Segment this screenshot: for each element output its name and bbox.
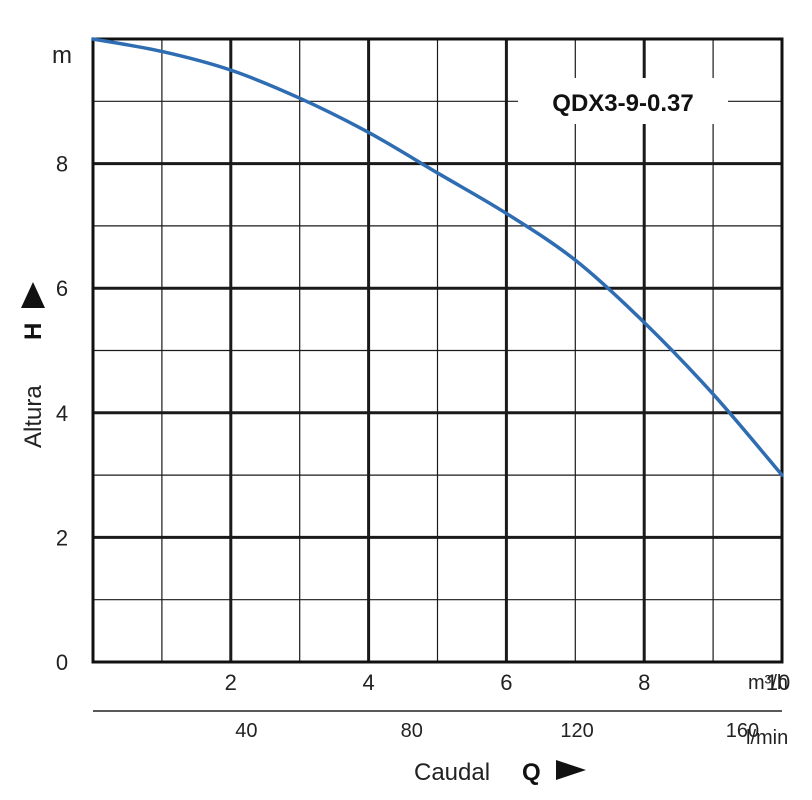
x-axis-label: Caudal Q bbox=[414, 759, 586, 786]
x-axis-unit: m³/h bbox=[748, 672, 788, 694]
y-axis-label-word: Altura bbox=[20, 385, 47, 448]
plot-area-frame bbox=[91, 37, 784, 664]
x-tick-label: 6 bbox=[500, 670, 512, 695]
secondary-x-tick-label: 160 bbox=[726, 720, 759, 742]
secondary-x-tick-label: 80 bbox=[401, 720, 423, 742]
y-tick-label: 8 bbox=[56, 152, 68, 177]
x-axis-arrow-icon bbox=[556, 760, 586, 780]
x-tick-label: 8 bbox=[638, 670, 650, 695]
x-axis-tick-labels: 2 4 6 8 10 bbox=[225, 670, 791, 695]
secondary-x-axis-tick-labels: 40 80 120 160 bbox=[235, 720, 759, 742]
secondary-x-axis-unit: l/min bbox=[746, 727, 788, 749]
y-axis-tick-labels: 0 2 4 6 8 bbox=[56, 152, 68, 675]
x-tick-label: 2 bbox=[225, 670, 237, 695]
y-axis-label-symbol: H bbox=[20, 323, 47, 340]
y-axis-unit: m bbox=[52, 42, 72, 69]
x-tick-label: 4 bbox=[362, 670, 374, 695]
chart-title: QDX3-9-0.37 bbox=[552, 90, 693, 117]
model-label-background bbox=[518, 78, 728, 124]
y-tick-label: 2 bbox=[56, 525, 68, 550]
model-label-box: QDX3-9-0.37 bbox=[518, 78, 728, 124]
y-tick-label: 0 bbox=[56, 650, 68, 675]
secondary-x-tick-label: 40 bbox=[235, 720, 257, 742]
x-tick-label: 10 bbox=[766, 670, 790, 695]
secondary-x-tick-label: 120 bbox=[560, 720, 593, 742]
series-line-head bbox=[91, 37, 784, 477]
y-tick-label: 6 bbox=[56, 276, 68, 301]
x-axis-label-symbol: Q bbox=[522, 759, 541, 786]
y-tick-label: 4 bbox=[56, 401, 68, 426]
y-axis-arrow-icon bbox=[21, 282, 45, 308]
chart-grid bbox=[93, 39, 782, 662]
y-axis-label: Altura H bbox=[20, 282, 47, 448]
x-axis-label-word: Caudal bbox=[414, 759, 490, 786]
